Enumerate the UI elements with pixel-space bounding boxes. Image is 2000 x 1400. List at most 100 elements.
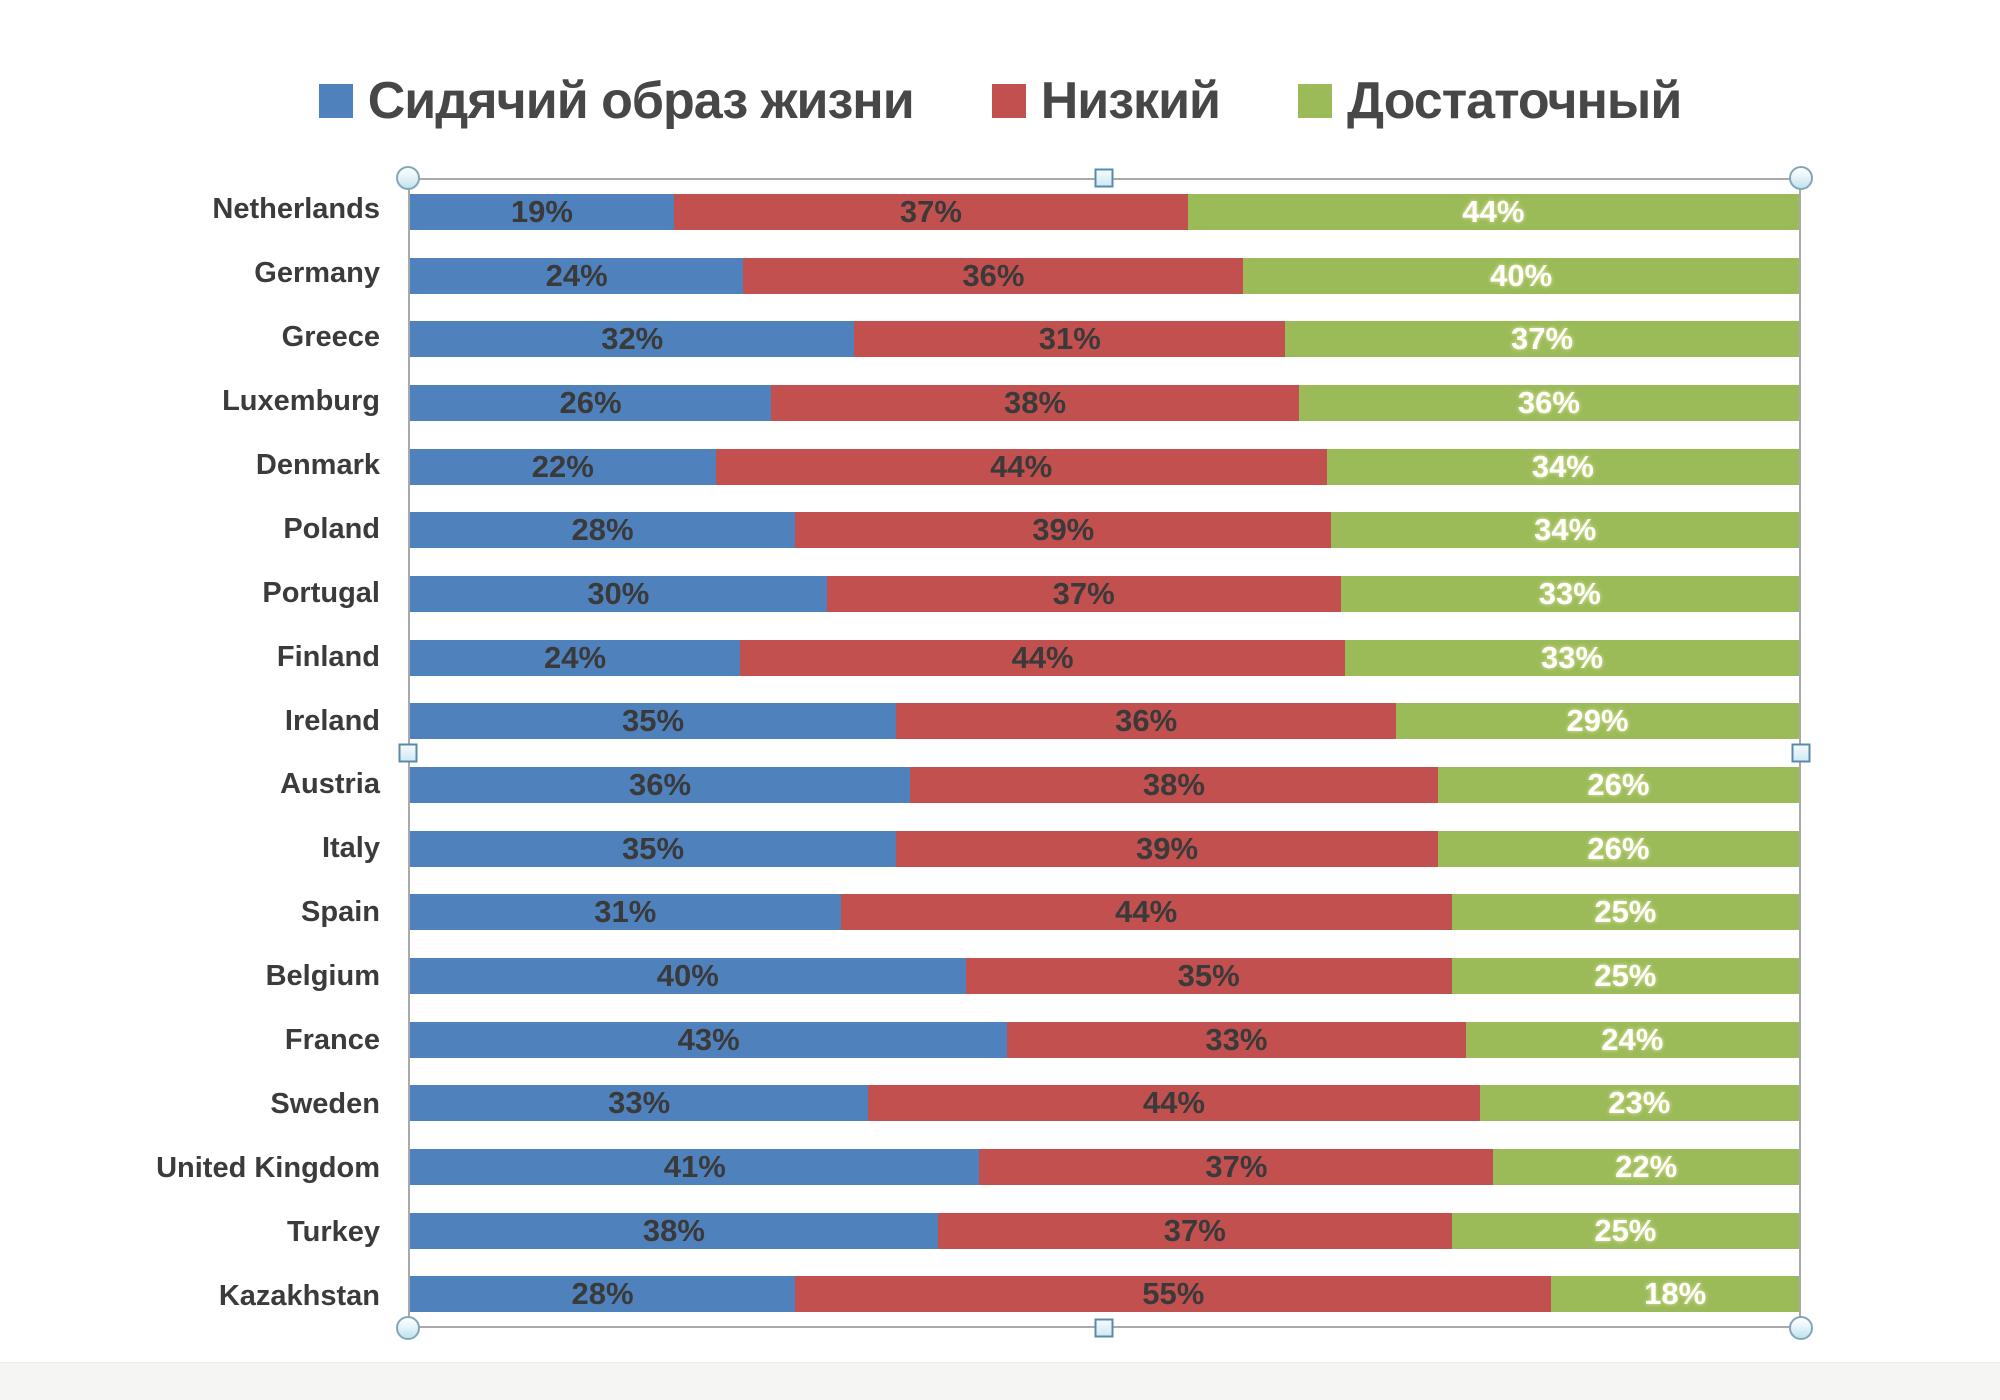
bar-segment-series-1[interactable]: 31% (410, 894, 841, 931)
bar-segment-series-1[interactable]: 41% (410, 1148, 980, 1185)
bar-row: 40% 35% 25% (410, 944, 1799, 1008)
stacked-bar: 41% 37% 22% (410, 1148, 1799, 1185)
value-label: 24% (1601, 1021, 1664, 1057)
bar-segment-series-1[interactable]: 26% (410, 384, 772, 421)
bar-segment-series-2[interactable]: 31% (854, 321, 1286, 358)
country-label: United Kingdom (156, 1151, 380, 1184)
stacked-bar: 26% 38% 36% (410, 384, 1799, 421)
value-label: 44% (1115, 894, 1178, 930)
bar-segment-series-3[interactable]: 44% (1187, 193, 1799, 230)
stacked-bar: 36% 38% 26% (410, 766, 1799, 803)
stacked-bar: 24% 44% 33% (410, 639, 1799, 676)
selection-handle-top-left[interactable] (396, 166, 420, 190)
bar-row: 28% 55% 18% (410, 1262, 1799, 1326)
bar-segment-series-3[interactable]: 25% (1451, 1212, 1799, 1249)
selection-handle-mid-left[interactable] (398, 743, 418, 763)
country-label: Finland (276, 640, 380, 673)
bar-segment-series-2[interactable]: 44% (740, 639, 1346, 676)
bar-segment-series-2[interactable]: 36% (743, 257, 1244, 294)
bar-segment-series-3[interactable]: 37% (1285, 321, 1799, 358)
bar-segment-series-3[interactable]: 40% (1243, 257, 1799, 294)
bar-segment-series-2[interactable]: 36% (896, 703, 1397, 740)
bar-row: 28% 39% 34% (410, 498, 1799, 562)
value-label: 26% (559, 384, 622, 420)
bar-segment-series-1[interactable]: 35% (410, 703, 897, 740)
bar-segment-series-1[interactable]: 43% (410, 1021, 1008, 1058)
bar-segment-series-2[interactable]: 35% (965, 957, 1452, 994)
bar-segment-series-3[interactable]: 18% (1551, 1276, 1799, 1313)
stacked-bar: 22% 44% 34% (410, 448, 1799, 485)
bar-segment-series-2[interactable]: 55% (795, 1276, 1552, 1313)
bar-segment-series-1[interactable]: 24% (410, 639, 741, 676)
bar-segment-series-3[interactable]: 25% (1451, 894, 1799, 931)
stacked-bar: 28% 55% 18% (410, 1276, 1799, 1313)
bar-segment-series-2[interactable]: 39% (896, 830, 1438, 867)
bar-segment-series-2[interactable]: 44% (840, 894, 1452, 931)
bar-segment-series-2[interactable]: 33% (1007, 1021, 1466, 1058)
bar-row: 32% 31% 37% (410, 307, 1799, 371)
bar-segment-series-3[interactable]: 34% (1326, 448, 1799, 485)
bar-segment-series-2[interactable]: 37% (937, 1212, 1452, 1249)
stacked-bar: 19% 37% 44% (410, 193, 1799, 230)
bar-segment-series-1[interactable]: 33% (410, 1085, 869, 1122)
bar-segment-series-3[interactable]: 36% (1298, 384, 1799, 421)
bar-segment-series-3[interactable]: 26% (1437, 830, 1799, 867)
bar-segment-series-1[interactable]: 24% (410, 257, 744, 294)
bar-segment-series-2[interactable]: 44% (868, 1085, 1480, 1122)
bar-segment-series-3[interactable]: 33% (1340, 575, 1799, 612)
value-label: 23% (1608, 1085, 1671, 1121)
value-label: 37% (1163, 1212, 1226, 1248)
bar-segment-series-3[interactable]: 29% (1396, 703, 1799, 740)
bar-segment-series-2[interactable]: 37% (979, 1148, 1494, 1185)
bar-segment-series-3[interactable]: 25% (1451, 957, 1799, 994)
bar-segment-series-2[interactable]: 44% (715, 448, 1327, 485)
bar-segment-series-2[interactable]: 38% (771, 384, 1299, 421)
country-label: Greece (281, 321, 380, 354)
legend-label: Сидячий образ жизни (367, 72, 915, 130)
bar-segment-series-1[interactable]: 22% (410, 448, 716, 485)
legend-item-3[interactable]: Достаточный (1298, 71, 1682, 131)
selection-handle-top-right[interactable] (1789, 166, 1813, 190)
selection-handle-bottom-mid[interactable] (1094, 1318, 1114, 1338)
value-label: 36% (1115, 703, 1178, 739)
bar-segment-series-3[interactable]: 24% (1465, 1021, 1799, 1058)
country-label: Netherlands (212, 193, 380, 226)
bar-segment-series-1[interactable]: 40% (410, 957, 966, 994)
selection-handle-top-mid[interactable] (1094, 168, 1114, 188)
bar-segment-series-2[interactable]: 37% (673, 193, 1188, 230)
country-label: Denmark (255, 449, 380, 481)
bar-segment-series-2[interactable]: 39% (795, 512, 1332, 549)
bar-segment-series-3[interactable]: 23% (1479, 1085, 1799, 1122)
bar-segment-series-2[interactable]: 37% (826, 575, 1341, 612)
value-label: 38% (1004, 384, 1067, 420)
stacked-bar: 35% 36% 29% (410, 703, 1799, 740)
bar-segment-series-1[interactable]: 19% (410, 193, 674, 230)
bar-segment-series-3[interactable]: 34% (1331, 512, 1799, 549)
bar-row: 35% 36% 29% (410, 689, 1799, 753)
bar-segment-series-3[interactable]: 22% (1493, 1148, 1799, 1185)
chart-legend: Сидячий образ жизни Низкий Достаточный (0, 58, 2000, 144)
bar-segment-series-1[interactable]: 38% (410, 1212, 938, 1249)
bar-segment-series-1[interactable]: 32% (410, 321, 855, 358)
category-axis: Netherlands Germany Greece Luxemburg Denmark… (0, 178, 394, 1328)
bar-segment-series-3[interactable]: 33% (1345, 639, 1799, 676)
legend-item-1[interactable]: Сидячий образ жизни (318, 71, 915, 131)
plot-area[interactable]: 19% 37% 44% 24% 36% 40% 32% 31% 37% 26% 38% 36% 22% 4… (408, 178, 1801, 1328)
selection-handle-mid-right[interactable] (1791, 743, 1811, 763)
legend-marker-icon (991, 84, 1026, 118)
value-label: 29% (1566, 703, 1629, 739)
bar-row: 26% 38% 36% (410, 371, 1799, 435)
bar-segment-series-2[interactable]: 38% (910, 766, 1438, 803)
bar-segment-series-1[interactable]: 28% (410, 512, 796, 549)
value-label: 19% (510, 193, 573, 229)
selection-handle-bottom-left[interactable] (396, 1316, 420, 1340)
country-label: Spain (301, 896, 380, 929)
bar-segment-series-1[interactable]: 30% (410, 575, 827, 612)
legend-item-2[interactable]: Низкий (991, 71, 1221, 131)
bar-segment-series-1[interactable]: 36% (410, 766, 911, 803)
bar-segment-series-1[interactable]: 35% (410, 830, 897, 867)
value-label: 36% (628, 766, 692, 802)
bar-segment-series-3[interactable]: 26% (1437, 766, 1799, 803)
bar-segment-series-1[interactable]: 28% (410, 1276, 796, 1313)
selection-handle-bottom-right[interactable] (1789, 1316, 1813, 1340)
